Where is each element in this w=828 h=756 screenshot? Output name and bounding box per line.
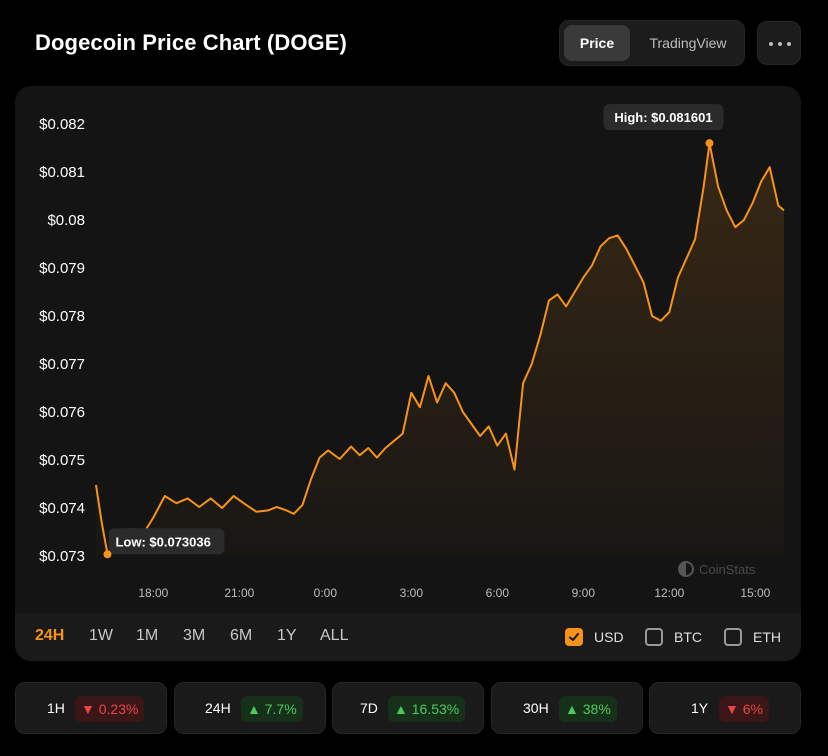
- more-dots-icon: [787, 42, 791, 46]
- stat-tile-24h: 24H ▲ 7.7%: [174, 682, 326, 734]
- x-tick-label: 6:00: [486, 586, 510, 600]
- range-3m[interactable]: 3M: [183, 627, 206, 644]
- high-marker: High: $0.081601: [603, 104, 724, 148]
- y-tick-label: $0.078: [39, 308, 85, 325]
- stat-period: 7D: [360, 700, 378, 716]
- price-chart[interactable]: $0.082 $0.081 $0.08 $0.079 $0.078 $0.077 $0.07…: [15, 86, 801, 613]
- price-area-fill: [96, 143, 784, 556]
- stat-period: 1H: [47, 700, 65, 716]
- range-1m[interactable]: 1M: [136, 627, 159, 644]
- stat-period: 24H: [205, 700, 231, 716]
- high-label: High: $0.081601: [614, 110, 712, 125]
- x-axis: 18:00 21:00 0:00 3:00 6:00 9:00 12:00 15:00: [138, 586, 770, 600]
- range-6m[interactable]: 6M: [230, 627, 253, 644]
- x-tick-label: 9:00: [572, 586, 596, 600]
- price-line: [95, 142, 785, 556]
- checkbox-checked-icon: [565, 628, 583, 646]
- x-tick-label: 3:00: [400, 586, 424, 600]
- stat-period: 1Y: [691, 700, 709, 716]
- stat-change: ▼ 6%: [719, 696, 769, 722]
- page-title: Dogecoin Price Chart (DOGE): [35, 30, 347, 55]
- currency-eth-label: ETH: [753, 629, 781, 645]
- low-label-bg: [108, 528, 225, 555]
- view-toggle: Price TradingView: [559, 20, 745, 66]
- y-axis: $0.082 $0.081 $0.08 $0.079 $0.078 $0.077 $0.07…: [39, 116, 85, 565]
- stat-tile-30h: 30H ▲ 38%: [491, 682, 643, 734]
- high-label-bg: [603, 104, 724, 131]
- y-tick-label: $0.076: [39, 404, 85, 421]
- price-chart-card: $0.082 $0.081 $0.08 $0.079 $0.078 $0.077 $0.07…: [15, 86, 801, 661]
- x-tick-label: 18:00: [138, 586, 168, 600]
- range-1w[interactable]: 1W: [89, 627, 113, 644]
- arrow-up-icon: ▲: [394, 701, 412, 717]
- stat-change: ▲ 38%: [559, 696, 617, 722]
- tab-tradingview[interactable]: TradingView: [649, 35, 727, 51]
- stat-change: ▲ 7.7%: [241, 696, 303, 722]
- tab-price[interactable]: Price: [564, 25, 630, 61]
- stat-change: ▲ 16.53%: [388, 696, 466, 722]
- x-tick-label: 21:00: [224, 586, 254, 600]
- range-all[interactable]: ALL: [320, 627, 349, 644]
- range-24h[interactable]: 24H: [35, 627, 65, 644]
- checkbox-icon: [724, 628, 742, 646]
- x-tick-label: 12:00: [654, 586, 684, 600]
- low-label: Low: $0.073036: [115, 534, 210, 549]
- more-options-button[interactable]: [757, 21, 801, 65]
- more-dots-icon: [769, 42, 773, 46]
- y-tick-label: $0.079: [39, 260, 85, 277]
- y-tick-label: $0.08: [47, 212, 85, 229]
- stat-tile-1y: 1Y ▼ 6%: [649, 682, 801, 734]
- watermark-text: CoinStats: [699, 562, 756, 577]
- chart-footer: 24H 1W 1M 3M 6M 1Y ALL USD BTC ETH: [15, 613, 801, 661]
- x-tick-label: 0:00: [314, 586, 338, 600]
- stat-tile-1h: 1H ▼ 0.23%: [15, 682, 167, 734]
- y-tick-label: $0.074: [39, 500, 85, 517]
- currency-btc-label: BTC: [674, 629, 702, 645]
- more-dots-icon: [778, 42, 782, 46]
- low-point: [103, 550, 112, 559]
- y-tick-label: $0.073: [39, 548, 85, 565]
- arrow-up-icon: ▲: [565, 701, 583, 717]
- arrow-down-icon: ▼: [725, 701, 743, 717]
- coinstats-logo-icon: [679, 562, 686, 576]
- high-point: [705, 139, 714, 148]
- currency-usd-label: USD: [594, 629, 624, 645]
- arrow-up-icon: ▲: [247, 701, 265, 717]
- low-marker: Low: $0.073036: [103, 528, 225, 559]
- stat-change: ▼ 0.23%: [75, 696, 145, 722]
- checkbox-icon: [645, 628, 663, 646]
- y-tick-label: $0.082: [39, 116, 85, 133]
- range-1y[interactable]: 1Y: [277, 627, 297, 644]
- stat-tile-7d: 7D ▲ 16.53%: [332, 682, 484, 734]
- arrow-down-icon: ▼: [81, 701, 99, 717]
- y-tick-label: $0.077: [39, 356, 85, 373]
- stat-period: 30H: [523, 700, 549, 716]
- watermark: CoinStats: [678, 561, 756, 577]
- y-tick-label: $0.081: [39, 164, 85, 181]
- y-tick-label: $0.075: [39, 452, 85, 469]
- x-tick-label: 15:00: [740, 586, 770, 600]
